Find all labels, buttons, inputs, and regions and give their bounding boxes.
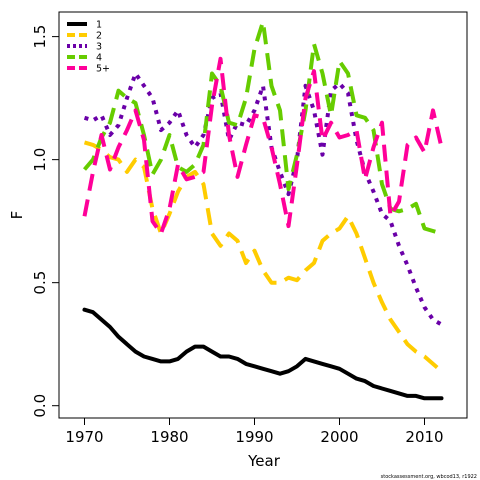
x-tick-label-2: 1990 [235, 428, 273, 446]
y-axis: 0.0 0.5 1.0 1.5 [31, 25, 60, 418]
credit-text: stockassessment.org, wbcod13, r1922 [381, 474, 477, 480]
series-line-2 [83, 71, 443, 327]
x-axis-title: Year [247, 452, 281, 470]
y-tick-label-0: 0.0 [31, 394, 49, 418]
series-line-0 [82, 307, 444, 401]
series-layer [82, 19, 444, 401]
x-axis: 1970 1980 1990 2000 2010 [65, 417, 444, 446]
x-tick-label-0: 1970 [65, 428, 103, 446]
legend-label-0: 1 [96, 20, 102, 31]
y-tick-label-1: 0.5 [31, 271, 49, 295]
x-tick-label-4: 2010 [405, 428, 443, 446]
x-tick-label-3: 2000 [320, 428, 358, 446]
legend-label-1: 2 [96, 31, 102, 42]
y-tick-label-3: 1.5 [31, 25, 49, 49]
legend-label-4: 5+ [96, 64, 110, 75]
series-line-4 [82, 56, 444, 236]
y-axis-title: F [8, 211, 26, 220]
x-tick-label-1: 1980 [150, 428, 188, 446]
series-line-1 [83, 140, 443, 373]
legend-label-3: 4 [96, 53, 102, 64]
y-tick-label-2: 1.0 [31, 148, 49, 172]
legend-label-2: 3 [96, 42, 102, 53]
